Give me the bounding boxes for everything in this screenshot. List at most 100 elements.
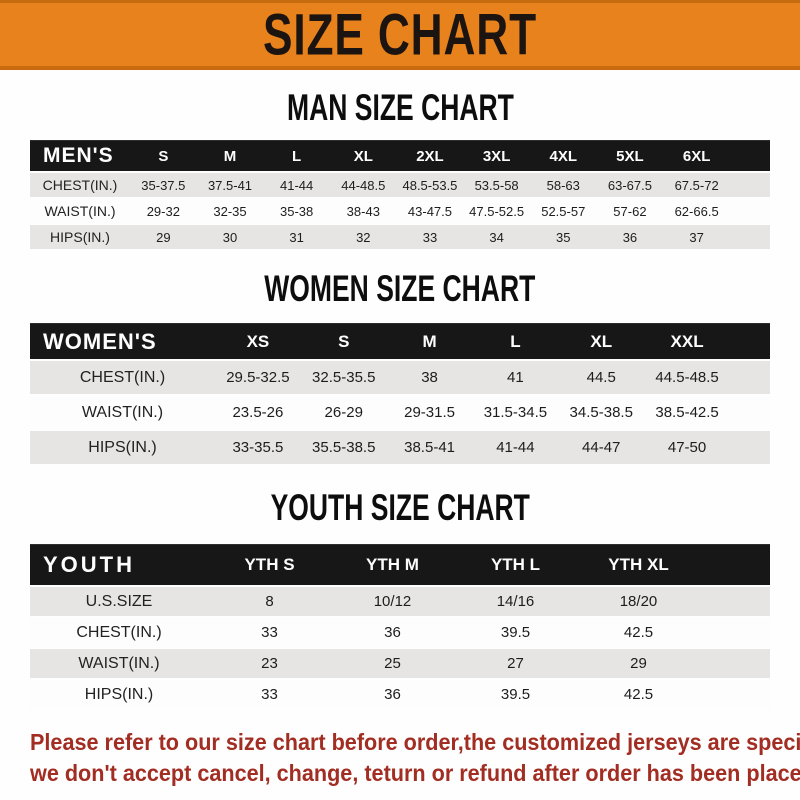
row-label: WAIST(IN.) <box>30 649 208 678</box>
women-col-xxl: XXL <box>644 323 730 359</box>
size-cell: 38.5-41 <box>386 431 473 464</box>
size-cell: 44-47 <box>558 431 645 464</box>
size-cell: 31.5-34.5 <box>472 396 559 429</box>
row-spacer <box>730 225 770 249</box>
size-cell: 38-43 <box>329 199 397 223</box>
size-cell: 39.5 <box>454 618 577 647</box>
size-cell: 44.5-48.5 <box>644 361 730 394</box>
size-cell: 39.5 <box>454 680 577 709</box>
size-cell: 34.5-38.5 <box>558 396 645 429</box>
women-col-l: L <box>472 323 559 359</box>
youth-row-waist-in: WAIST(IN.) 23 25 27 29 <box>30 649 770 678</box>
women-size-table: WOMEN'S XS S M L XL XXL CHEST(IN.) 29.5-32.5 32.5… <box>30 321 770 466</box>
size-cell: 33 <box>208 618 331 647</box>
women-col-xl: XL <box>558 323 645 359</box>
size-cell: 67.5-72 <box>663 173 730 197</box>
size-cell: 10/12 <box>331 587 454 616</box>
row-spacer <box>730 396 770 429</box>
men-col-5xl: 5XL <box>596 140 664 171</box>
size-cell: 57-62 <box>596 199 664 223</box>
footer-line-2: we don't accept cancel, change, teturn o… <box>30 760 800 786</box>
row-spacer <box>730 361 770 394</box>
men-col-l: L <box>263 140 330 171</box>
size-cell: 27 <box>454 649 577 678</box>
women-section-title-text: WOMEN SIZE CHART <box>264 268 536 310</box>
size-cell: 8 <box>208 587 331 616</box>
size-cell: 47-50 <box>644 431 730 464</box>
youth-corner-label: YOUTH <box>30 544 208 585</box>
youth-col-yth-s: YTH S <box>208 544 331 585</box>
row-spacer <box>700 587 770 616</box>
men-row-hips-in: HIPS(IN.) 29 30 31 32 33 34 35 36 37 <box>30 225 770 249</box>
youth-row-hips-in: HIPS(IN.) 33 36 39.5 42.5 <box>30 680 770 709</box>
women-row-waist-in: WAIST(IN.) 23.5-26 26-29 29-31.5 31.5-34.5 34… <box>30 396 770 429</box>
men-col-m: M <box>196 140 264 171</box>
size-cell: 25 <box>331 649 454 678</box>
size-cell: 29-32 <box>130 199 197 223</box>
size-cell: 29 <box>577 649 700 678</box>
men-size-table: MEN'S S M L XL 2XL 3XL 4XL 5XL 6XL CHEST(IN.) 35-37… <box>30 138 770 251</box>
row-label: WAIST(IN.) <box>30 199 130 223</box>
men-col-s: S <box>130 140 197 171</box>
size-cell: 29 <box>130 225 197 249</box>
youth-section-title: YOUTH SIZE CHART <box>0 487 800 529</box>
women-header-spacer <box>730 323 770 359</box>
size-cell: 14/16 <box>454 587 577 616</box>
banner-title: SIZE CHART <box>263 2 537 67</box>
men-header-row: MEN'S S M L XL 2XL 3XL 4XL 5XL 6XL <box>30 140 770 171</box>
size-cell: 36 <box>331 618 454 647</box>
youth-size-table: YOUTH YTH S YTH M YTH L YTH XL U.S.SIZE 8 10/12… <box>30 542 770 711</box>
youth-col-yth-xl: YTH XL <box>577 544 700 585</box>
women-col-m: M <box>386 323 473 359</box>
footer-line-1: Please refer to our size chart before or… <box>30 729 800 755</box>
size-cell: 35-37.5 <box>130 173 197 197</box>
size-cell: 33 <box>396 225 464 249</box>
size-cell: 47.5-52.5 <box>463 199 530 223</box>
footer-note: Please refer to our size chart before or… <box>30 727 800 789</box>
row-label: U.S.SIZE <box>30 587 208 616</box>
women-row-hips-in: HIPS(IN.) 33-35.5 35.5-38.5 38.5-41 41-44 44-… <box>30 431 770 464</box>
women-header-row: WOMEN'S XS S M L XL XXL <box>30 323 770 359</box>
youth-section-title-text: YOUTH SIZE CHART <box>270 487 530 529</box>
size-cell: 53.5-58 <box>463 173 530 197</box>
women-col-s: S <box>300 323 387 359</box>
women-corner-label: WOMEN'S <box>30 323 215 359</box>
size-cell: 41 <box>472 361 559 394</box>
row-spacer <box>730 173 770 197</box>
size-cell: 36 <box>331 680 454 709</box>
size-cell: 31 <box>263 225 330 249</box>
size-cell: 23 <box>208 649 331 678</box>
size-chart-banner: SIZE CHART <box>0 0 800 70</box>
size-cell: 44-48.5 <box>329 173 397 197</box>
youth-col-yth-l: YTH L <box>454 544 577 585</box>
size-cell: 32-35 <box>196 199 264 223</box>
youth-row-chest-in: CHEST(IN.) 33 36 39.5 42.5 <box>30 618 770 647</box>
women-row-chest-in: CHEST(IN.) 29.5-32.5 32.5-35.5 38 41 44.5 44.5… <box>30 361 770 394</box>
men-col-xl: XL <box>329 140 397 171</box>
men-header-spacer <box>730 140 770 171</box>
size-cell: 30 <box>196 225 264 249</box>
men-section-title-text: MAN SIZE CHART <box>286 87 514 129</box>
size-cell: 29.5-32.5 <box>215 361 301 394</box>
size-cell: 33 <box>208 680 331 709</box>
men-col-6xl: 6XL <box>663 140 730 171</box>
row-spacer <box>700 680 770 709</box>
row-spacer <box>700 618 770 647</box>
size-cell: 35-38 <box>263 199 330 223</box>
size-cell: 32.5-35.5 <box>300 361 387 394</box>
size-cell: 41-44 <box>472 431 559 464</box>
row-label: WAIST(IN.) <box>30 396 215 429</box>
row-label: CHEST(IN.) <box>30 361 215 394</box>
size-cell: 18/20 <box>577 587 700 616</box>
size-cell: 33-35.5 <box>215 431 301 464</box>
row-label: HIPS(IN.) <box>30 431 215 464</box>
size-cell: 48.5-53.5 <box>396 173 464 197</box>
row-spacer <box>730 431 770 464</box>
size-cell: 26-29 <box>300 396 387 429</box>
size-cell: 41-44 <box>263 173 330 197</box>
size-cell: 38 <box>386 361 473 394</box>
size-cell: 44.5 <box>558 361 645 394</box>
youth-header-row: YOUTH YTH S YTH M YTH L YTH XL <box>30 544 770 585</box>
size-cell: 37 <box>663 225 730 249</box>
